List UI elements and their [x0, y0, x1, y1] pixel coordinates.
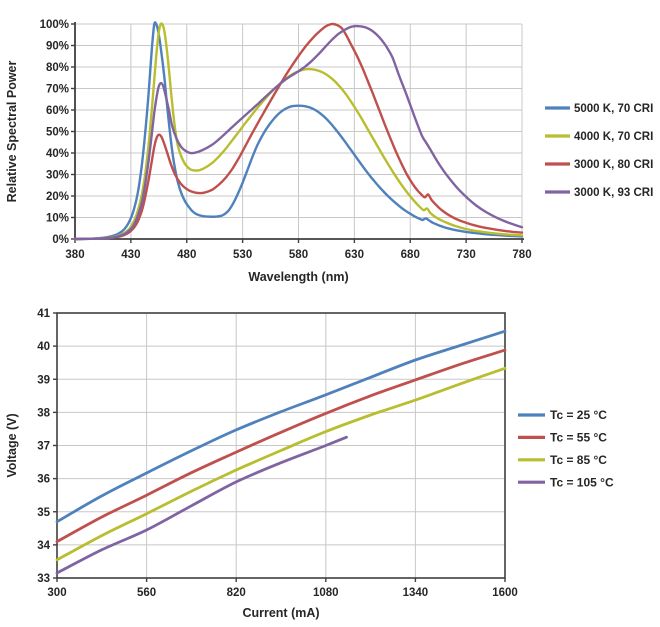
y-tick-label: 37 [37, 441, 50, 453]
y-tick-label: 34 [37, 540, 50, 552]
x-tick-label: 630 [345, 249, 364, 261]
y-tick-label: 35 [37, 507, 50, 519]
x-tick-label: 300 [47, 587, 66, 599]
x-axis-title: Wavelength (nm) [248, 270, 348, 284]
series-line-2 [73, 22, 524, 241]
y-tick-label: 90% [46, 41, 69, 53]
legend-label-0: Tc = 25 °C [550, 408, 607, 422]
y-tick-label: 40 [37, 341, 50, 353]
series-line-2 [55, 366, 507, 562]
y-axis-title: Voltage (V) [5, 413, 19, 477]
series-line-0 [55, 329, 507, 524]
y-tick-label: 30% [46, 170, 69, 182]
legend-label-1: Tc = 55 °C [550, 431, 607, 445]
y-tick-label: 39 [37, 374, 50, 386]
y-tick-label: 60% [46, 105, 69, 117]
legend-label-2: 3000 K, 80 CRI [574, 159, 653, 171]
x-tick-label: 560 [137, 587, 156, 599]
x-tick-label: 1080 [313, 587, 339, 599]
spectral-chart-svg: 380 430 480 530 580 630 680 730 780 0% 10% 20% 30% 40… [5, 19, 653, 284]
y-tick-label: 100% [40, 19, 69, 31]
spectral-power-distribution-chart: 380 430 480 530 580 630 680 730 780 0% 10% 20% 30% 40… [0, 0, 660, 300]
x-tick-label: 1340 [403, 587, 429, 599]
x-tick-label: 530 [233, 249, 252, 261]
y-tick-label: 41 [37, 308, 50, 320]
legend-label-0: 5000 K, 70 CRI [574, 103, 653, 115]
series-line-1 [73, 22, 524, 241]
series-line-3 [55, 435, 348, 575]
y-tick-label: 10% [46, 213, 69, 225]
legend-label-2: Tc = 85 °C [550, 453, 607, 467]
x-tick-label: 680 [401, 249, 420, 261]
y-tick-label: 0% [52, 234, 69, 246]
legend-label-1: 4000 K, 70 CRI [574, 131, 653, 143]
y-tick-label: 38 [37, 407, 50, 419]
x-tick-label: 480 [177, 249, 196, 261]
x-tick-label: 730 [457, 249, 476, 261]
y-tick-label: 36 [37, 474, 50, 486]
series-line-1 [55, 348, 507, 543]
x-tick-label: 820 [227, 587, 246, 599]
y-tick-label: 80% [46, 62, 69, 74]
vi-chart-svg: 300 560 820 1080 1340 1600 33 34 35 36 37 38 39 40 41 C… [5, 308, 614, 620]
y-tick-label: 50% [46, 127, 69, 139]
x-tick-label: 780 [512, 249, 531, 261]
voltage-current-chart: 300 560 820 1080 1340 1600 33 34 35 36 37 38 39 40 41 C… [0, 300, 660, 627]
series-line-0 [73, 21, 524, 241]
y-tick-label: 33 [37, 573, 50, 585]
legend-label-3: Tc = 105 °C [550, 475, 614, 489]
y-tick-label: 20% [46, 191, 69, 203]
x-tick-label: 380 [65, 249, 84, 261]
series-line-3 [73, 24, 524, 241]
y-tick-label: 70% [46, 84, 69, 96]
y-axis-title: Relative Spectral Power [5, 61, 19, 203]
legend-label-3: 3000 K, 93 CRI [574, 187, 653, 199]
x-tick-label: 580 [289, 249, 308, 261]
y-tick-label: 40% [46, 148, 69, 160]
x-tick-label: 430 [121, 249, 140, 261]
x-tick-label: 1600 [492, 587, 518, 599]
x-axis-title: Current (mA) [242, 606, 319, 620]
